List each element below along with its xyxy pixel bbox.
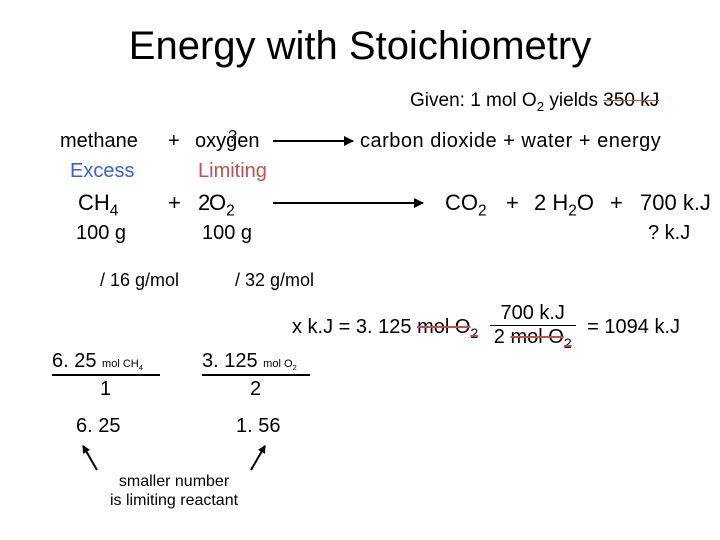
r4a-s: 4 — [139, 363, 143, 372]
kj-700: 700 k.J — [640, 190, 711, 216]
bar-a — [52, 374, 160, 376]
mass-ch4: 100 g — [76, 222, 126, 245]
eq-result: = 1094 k.J — [587, 316, 680, 338]
smaller-l2: is limiting reactant — [110, 492, 238, 509]
mol-o2-calc: 3. 125 mol O2 — [202, 350, 297, 373]
plus-4: + — [610, 190, 623, 216]
plus-3: + — [506, 190, 519, 216]
given-prefix: Given: 1 mol O — [410, 90, 537, 111]
q-kj: ? k.J — [648, 222, 690, 245]
fraction: 700 k.J 2 mol O2 — [490, 302, 576, 349]
arrow-1 — [273, 140, 353, 142]
r4a-u: mol CH — [102, 358, 139, 370]
ch4-sub: 4 — [110, 202, 119, 219]
r4a-val: 6. 25 — [52, 350, 102, 372]
page-title: Energy with Stoichiometry — [0, 24, 720, 69]
given-sub: 2 — [537, 99, 544, 114]
arrow-up-a — [82, 445, 98, 470]
mol-o2-sub-2: 2 — [564, 335, 572, 351]
div-32: / 32 g/mol — [235, 270, 314, 291]
r4b-val: 3. 125 — [202, 350, 263, 372]
mol-o2-1: mol O — [417, 316, 470, 338]
arrow-up-b — [250, 445, 266, 470]
mol-o2-sub-1: 2 — [470, 325, 478, 341]
mass-o2: 100 g — [202, 222, 252, 245]
xkj-pre: x k.J = 3. 125 — [292, 316, 417, 338]
co2-text: CO — [445, 190, 478, 215]
ch4: CH4 — [78, 190, 118, 216]
ch4-text: CH — [78, 190, 110, 215]
r4b-s: 2 — [293, 363, 297, 372]
co2-sub: 2 — [478, 202, 487, 219]
arrow-2 — [273, 202, 423, 204]
plus-1: + — [168, 130, 180, 153]
question-mark: ? — [228, 128, 237, 146]
r4a-unit: mol CH4 — [102, 358, 143, 370]
frac-den: 2 mol O2 — [490, 326, 576, 349]
frac-den-pre: 2 — [494, 326, 511, 348]
limiting-label: Limiting — [198, 160, 267, 183]
methane-word: methane — [60, 130, 138, 153]
o2-sub: 2 — [226, 202, 235, 219]
h2o-pre: 2 H — [534, 190, 568, 215]
result-b: 1. 56 — [236, 415, 280, 438]
o2: O2 — [209, 190, 235, 216]
div-16: / 16 g/mol — [100, 270, 179, 291]
plus-2: + — [168, 190, 181, 216]
rhs-words: carbon dioxide + water + energy — [360, 130, 661, 153]
given-yields: yields — [544, 90, 603, 111]
h2o-o: O — [577, 190, 594, 215]
co2: CO2 — [445, 190, 487, 216]
o2-text: O — [209, 190, 226, 215]
mol-o2-strike-2: mol O2 — [510, 326, 571, 348]
excess-label: Excess — [70, 160, 134, 183]
frac-num: 700 k.J — [490, 302, 576, 326]
den-a: 1 — [100, 378, 111, 401]
den-b: 2 — [250, 378, 261, 401]
smaller-l1: smaller number — [119, 473, 229, 490]
mol-o2-strike-1: mol O2 — [417, 316, 478, 338]
mol-o2-2: mol O — [510, 326, 563, 348]
given-strike: 350 kJ — [603, 90, 659, 111]
given-line: Given: 1 mol O2 yields 350 kJ — [410, 90, 659, 112]
r4b-u: mol O — [263, 358, 292, 370]
result-a: 6. 25 — [76, 415, 120, 438]
h2o: 2 H2O — [534, 190, 594, 216]
r4b-unit: mol O2 — [263, 358, 297, 370]
h2o-sub: 2 — [568, 202, 577, 219]
xkj-equation: x k.J = 3. 125 mol O2 700 k.J 2 mol O2 =… — [292, 304, 680, 351]
bar-b — [202, 374, 310, 376]
smaller-note: smaller number is limiting reactant — [110, 472, 238, 510]
mol-ch4-calc: 6. 25 mol CH4 — [52, 350, 143, 373]
